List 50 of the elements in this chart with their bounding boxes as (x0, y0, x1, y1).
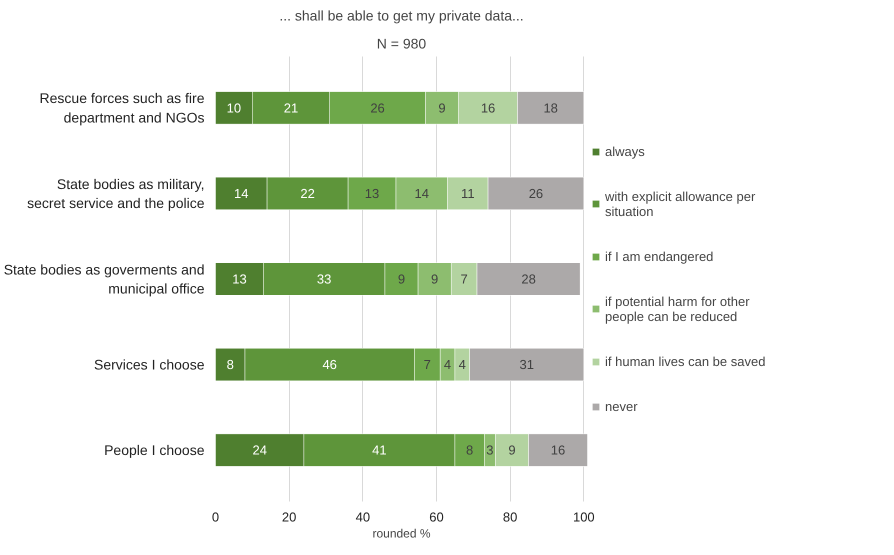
data-label: 14 (234, 186, 249, 201)
legend-label: always (605, 144, 645, 158)
y-tick-label: State bodies as military, secret service and the police (27, 176, 205, 212)
data-label: 9 (508, 442, 516, 458)
x-axis-title: rounded % (372, 526, 431, 540)
x-tick-label: 60 (429, 510, 444, 524)
legend-label: if human lives can be saved (605, 354, 766, 368)
data-label: 16 (550, 442, 566, 458)
data-label: 33 (316, 272, 332, 286)
data-label: 9 (438, 100, 446, 116)
x-tick-label: 100 (572, 510, 595, 524)
y-tick-label: People I choose (104, 442, 205, 458)
data-label: 8 (466, 442, 474, 458)
data-label: 22 (300, 186, 315, 201)
y-tick-label: Services I choose (94, 356, 205, 373)
data-label: 10 (226, 100, 242, 116)
legend-label: if potential harm for other people can be reduced (605, 294, 750, 324)
y-tick-label: State bodies as goverments and municipal office (4, 261, 205, 297)
data-label: 11 (461, 186, 475, 201)
data-label: 7 (424, 357, 431, 372)
data-label: 4 (458, 357, 466, 372)
data-label: 26 (370, 100, 385, 116)
data-label: 31 (520, 357, 534, 372)
legend-label: with explicit allowance per situation (605, 188, 756, 218)
x-tick-label: 80 (502, 510, 518, 524)
data-label: 3 (486, 442, 494, 458)
legend-label: if I am endangered (605, 248, 714, 264)
data-label: 18 (543, 100, 558, 116)
data-label: 16 (480, 100, 496, 116)
data-label: 28 (521, 272, 536, 286)
data-label: 9 (431, 272, 438, 286)
data-label: 24 (252, 442, 267, 458)
data-label: 13 (364, 186, 380, 201)
legend-label: never (605, 398, 638, 414)
data-label: 26 (528, 186, 544, 201)
data-label: 14 (414, 186, 429, 201)
data-label: 21 (284, 100, 298, 116)
data-label: 4 (444, 357, 452, 372)
data-label: 41 (372, 442, 387, 458)
data-label: 8 (226, 357, 234, 372)
data-label: 7 (460, 272, 468, 286)
x-tick-label: 40 (356, 510, 370, 524)
chart-subtitle: N = 980 (376, 36, 426, 52)
y-tick-label: Rescue forces such as fire department and NGOs (40, 90, 205, 126)
chart-title: ... shall be able to get my private data... (279, 8, 524, 24)
x-tick-label: 20 (282, 510, 296, 524)
x-tick-label: 0 (212, 510, 220, 524)
data-label: 9 (398, 272, 406, 286)
data-label: 13 (232, 272, 247, 286)
data-label: 46 (322, 357, 337, 372)
